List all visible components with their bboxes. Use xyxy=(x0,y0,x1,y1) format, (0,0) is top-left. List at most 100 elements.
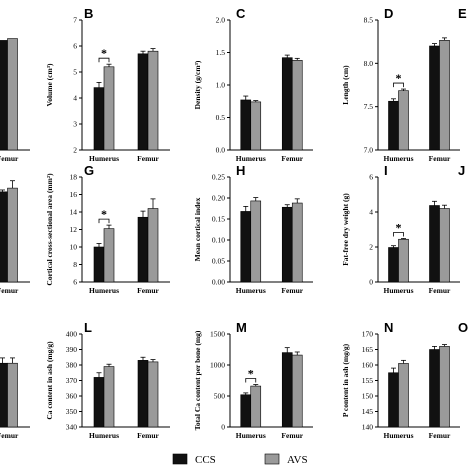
category-label: Humerus xyxy=(236,154,266,163)
y-tick-label: 16 xyxy=(70,190,78,199)
panel-letter-j: J xyxy=(458,163,465,178)
bar-ccs xyxy=(281,206,293,283)
y-tick-label: 0.05 xyxy=(212,257,225,266)
bar-avs xyxy=(7,362,18,428)
y-tick-label: 2 xyxy=(369,243,373,252)
panel-i: I 0 2 4 6 Fat-free dry weight (g) Humerus * Femu… xyxy=(341,163,460,295)
significance-bracket xyxy=(393,82,404,88)
significance-star: * xyxy=(101,46,107,60)
bar-ccs xyxy=(429,45,440,151)
panel-b: B 2 3 4 5 6 7 Volume (cm³) Humerus * Femur xyxy=(45,6,170,163)
category-label: Femur xyxy=(281,154,303,163)
significance-bracket xyxy=(245,378,257,383)
y-tick-label: 360 xyxy=(66,392,78,401)
category-label: Humerus xyxy=(236,286,266,295)
y-tick-label: 160 xyxy=(362,361,374,370)
bar-avs xyxy=(250,101,262,151)
y-axis-label: Cortical cross-sectional area (mm²) xyxy=(45,173,54,286)
bar-ccs xyxy=(137,360,149,428)
y-axis-label: Volume (cm³) xyxy=(45,63,54,107)
legend: CCS AVS xyxy=(172,453,308,466)
y-axis-label: Total Ca content per bone (mg) xyxy=(193,330,202,430)
panel-letter-m: M xyxy=(236,320,247,335)
panel-d: D 7.0 7.5 8.0 8.5 Length (cm) Humerus * Femur xyxy=(341,6,460,163)
panel-a: AFemur xyxy=(0,38,30,163)
panel-letter-n: N xyxy=(384,320,393,335)
bar-ccs xyxy=(429,205,440,283)
panel-h: H 0.00 0.05 0.10 0.15 0.20 0.25 Mean cortical i… xyxy=(193,163,313,295)
y-tick-label: 0.0 xyxy=(216,146,226,155)
panel-letter-l: L xyxy=(84,320,92,335)
category-label: Femur xyxy=(137,286,159,295)
y-tick-label: 500 xyxy=(214,392,226,401)
legend-label-avs: AVS xyxy=(287,454,308,466)
legend-label-ccs: CCS xyxy=(195,454,216,466)
panel-k: KFemur xyxy=(0,357,30,440)
bar-avs xyxy=(291,202,303,283)
y-tick-label: 4 xyxy=(369,208,373,217)
bar-avs xyxy=(398,90,409,151)
category-label: Femur xyxy=(137,154,159,163)
legend-swatch-ccs xyxy=(172,453,188,465)
bar-ccs xyxy=(281,57,293,151)
bar-ccs xyxy=(388,100,399,151)
bar-avs xyxy=(7,187,18,283)
y-tick-label: 0.10 xyxy=(212,236,225,245)
y-tick-label: 1.5 xyxy=(216,48,226,57)
y-tick-label: 0 xyxy=(221,423,225,432)
panel-o: O0100200300400500Total P content per bon… xyxy=(458,320,468,335)
category-label: Humerus xyxy=(89,286,119,295)
panel-letter-g: G xyxy=(84,163,94,178)
y-axis-label: Mean cortical index xyxy=(193,197,202,261)
y-tick-label: 340 xyxy=(66,423,78,432)
y-tick-label: 0.00 xyxy=(212,278,225,287)
legend-swatch-avs xyxy=(264,453,280,465)
y-tick-label: 400 xyxy=(66,330,78,339)
y-tick-label: 18 xyxy=(70,173,78,182)
y-tick-label: 170 xyxy=(362,330,374,339)
panel-letter-e: E xyxy=(458,6,467,21)
y-tick-label: 0.15 xyxy=(212,215,225,224)
y-axis-label: Length (cm) xyxy=(341,65,350,105)
bar-ccs xyxy=(240,394,252,428)
y-tick-label: 10 xyxy=(70,243,78,252)
significance-bracket xyxy=(393,232,404,237)
y-tick-label: 6 xyxy=(369,173,373,182)
bar-ccs xyxy=(0,362,8,428)
bar-avs xyxy=(291,354,303,428)
category-label: Femur xyxy=(429,431,451,440)
bar-avs xyxy=(398,238,409,283)
bar-ccs xyxy=(0,40,8,151)
bar-ccs xyxy=(240,211,252,283)
y-tick-label: 5 xyxy=(73,68,77,77)
bar-avs xyxy=(439,346,450,428)
category-label: Humerus xyxy=(384,431,414,440)
y-axis-label: P content in ash (mg/g) xyxy=(341,343,350,417)
y-tick-label: 7.0 xyxy=(364,146,374,155)
panel-f: FFemur xyxy=(0,180,30,295)
y-tick-label: 8 xyxy=(73,260,77,269)
significance-star: * xyxy=(101,207,107,221)
y-tick-label: 150 xyxy=(362,392,374,401)
y-tick-label: 12 xyxy=(70,225,78,234)
significance-star: * xyxy=(396,221,402,235)
bar-ccs xyxy=(93,377,105,428)
category-label: Femur xyxy=(281,431,303,440)
y-tick-label: 0.5 xyxy=(216,113,226,122)
category-label: Humerus xyxy=(236,431,266,440)
y-tick-label: 4 xyxy=(73,94,77,103)
category-label: Femur xyxy=(281,286,303,295)
category-label: Humerus xyxy=(384,286,414,295)
y-tick-label: 1500 xyxy=(210,330,225,339)
y-axis-label: Ca content in ash (mg/g) xyxy=(45,341,54,420)
panel-c: C 0.0 0.5 1.0 1.5 2.0 Density (g/cm³) Humerus Fe… xyxy=(193,6,313,163)
y-tick-label: 350 xyxy=(66,407,78,416)
panel-letter-i: I xyxy=(384,163,388,178)
bar-avs xyxy=(103,228,115,283)
y-axis-label: Fat-free dry weight (g) xyxy=(341,193,350,266)
bar-avs xyxy=(147,208,159,283)
panel-j: JAsh (g) xyxy=(458,163,465,178)
panel-letter-o: O xyxy=(458,320,468,335)
category-label: Humerus xyxy=(384,154,414,163)
